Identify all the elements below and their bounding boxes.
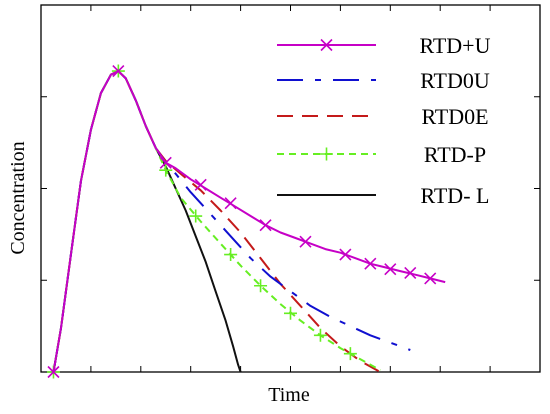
legend-item-5: RTD- L (277, 183, 489, 208)
legend-item-1: RTD+U (277, 33, 491, 58)
series-1 (47, 64, 446, 379)
data-point-marker (284, 306, 297, 320)
series-line (52, 70, 411, 373)
data-point-marker (384, 263, 397, 276)
legend: RTD+U RTD0U RTD0E RTD-P RTD- L (277, 33, 491, 208)
data-point-marker (339, 248, 352, 261)
data-point-marker (159, 163, 173, 177)
data-point-marker (112, 64, 125, 78)
legend-label: RTD+U (420, 33, 491, 58)
data-point-marker (159, 156, 172, 169)
x-axis-label: Time (268, 384, 310, 406)
data-point-marker (259, 219, 272, 232)
series-line (52, 70, 446, 373)
series-5 (52, 70, 242, 373)
legend-marker (320, 38, 333, 52)
legend-label: RTD-P (424, 142, 486, 167)
y-axis-label: Concentration (7, 141, 29, 254)
data-point-marker (189, 209, 203, 223)
series-2 (52, 70, 411, 373)
legend-label: RTD0E (421, 104, 488, 129)
series-4 (46, 64, 381, 379)
legend-marker (320, 147, 333, 161)
data-point-marker (194, 178, 207, 191)
legend-item-2: RTD0U (277, 68, 490, 93)
legend-label: RTD- L (421, 183, 490, 208)
data-point-marker (299, 235, 312, 248)
data-point-marker (424, 272, 437, 285)
data-point-marker (47, 365, 60, 379)
series-layer (46, 64, 446, 379)
legend-item-3: RTD0E (277, 104, 489, 129)
data-point-marker (254, 279, 268, 293)
data-point-marker (343, 347, 357, 361)
legend-label: RTD0U (420, 68, 490, 93)
axis-ticks (41, 5, 540, 372)
data-point-marker (404, 266, 417, 279)
data-point-marker (364, 257, 377, 270)
series-line (52, 70, 381, 373)
data-point-marker (313, 328, 327, 342)
legend-item-4: RTD-P (277, 142, 486, 167)
data-point-marker (224, 248, 238, 262)
data-point-marker (224, 197, 237, 210)
series-line (52, 70, 242, 373)
